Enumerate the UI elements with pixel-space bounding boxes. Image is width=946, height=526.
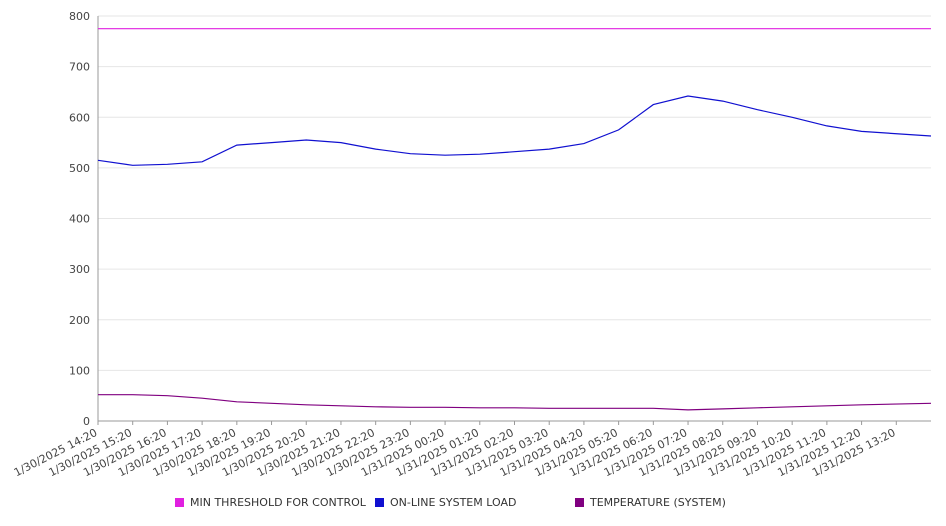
legend-item: MIN THRESHOLD FOR CONTROL [175, 496, 366, 509]
y-tick-label: 100 [69, 364, 90, 377]
y-tick-label: 600 [69, 111, 90, 124]
y-tick-label: 200 [69, 314, 90, 327]
legend-swatch [575, 498, 584, 507]
y-tick-label: 700 [69, 61, 90, 74]
legend-swatch [175, 498, 184, 507]
y-tick-label: 0 [83, 415, 90, 428]
legend-label: MIN THRESHOLD FOR CONTROL [190, 496, 366, 509]
legend-swatch [375, 498, 384, 507]
series-line-3 [98, 394, 932, 411]
legend-item: TEMPERATURE (SYSTEM) [575, 496, 726, 509]
y-tick-label: 800 [69, 10, 90, 23]
legend-label: ON-LINE SYSTEM LOAD [390, 496, 517, 509]
legend-item: ON-LINE SYSTEM LOAD [375, 496, 516, 509]
series-line-2 [97, 95, 932, 166]
y-tick-label: 400 [69, 213, 90, 226]
chart-legend: MIN THRESHOLD FOR CONTROL ON-LINE SYSTEM … [0, 496, 946, 516]
legend-label: TEMPERATURE (SYSTEM) [590, 496, 726, 509]
y-tick-label: 300 [69, 263, 90, 276]
y-tick-label: 500 [69, 162, 90, 175]
